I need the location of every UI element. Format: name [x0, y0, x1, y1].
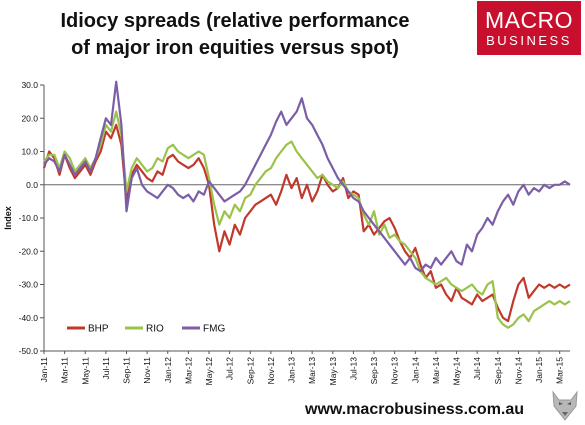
y-tick-label: -20.0	[19, 246, 39, 256]
x-tick-label: Nov-14	[513, 357, 523, 385]
legend-label-fmg: FMG	[203, 324, 225, 335]
x-tick-label: Sep-11	[122, 357, 132, 384]
y-tick-label: 0.0	[26, 180, 38, 190]
chart-series	[42, 80, 571, 329]
x-tick-label: Jul-12	[225, 357, 235, 380]
logo-text-macro: MACRO	[484, 7, 574, 33]
x-tick-label: Sep-12	[245, 357, 255, 385]
x-tick-label: Sep-14	[493, 357, 503, 385]
series-line-bhp	[42, 123, 571, 323]
legend-label-rio: RIO	[146, 324, 164, 335]
x-tick-label: Jan-15	[534, 357, 544, 383]
x-tick-label: Jan-13	[287, 357, 297, 383]
x-tick-label: Jan-12	[163, 357, 173, 383]
chart-title-line-2: of major iron equities versus spot)	[71, 37, 399, 59]
chart-title: Idiocy spreads (relative performance of …	[0, 8, 470, 62]
x-tick-label: Mar-12	[183, 357, 193, 384]
chart-title-line-1: Idiocy spreads (relative performance	[60, 10, 410, 32]
x-tick-label: Jul-11	[101, 357, 111, 380]
x-tick-label: Nov-11	[142, 357, 152, 384]
x-tick-label: May-14	[452, 357, 462, 386]
y-tick-label: 30.0	[21, 80, 38, 90]
x-tick-label: Nov-13	[390, 357, 400, 385]
x-tick-label: Mar-13	[307, 357, 317, 384]
logo-text-business: BUSINESS	[486, 33, 572, 48]
series-line-rio	[43, 110, 571, 329]
wolf-mascot-icon	[552, 390, 578, 421]
x-tick-label: Nov-12	[266, 357, 276, 385]
x-tick-label: Jan-14	[410, 357, 420, 383]
chart-legend: BHP RIO FMG	[67, 324, 225, 335]
y-tick-label: -40.0	[19, 313, 39, 323]
x-tick-label: Jul-14	[472, 357, 482, 380]
x-tick-label: Sep-13	[369, 357, 379, 385]
x-tick-label: May-11	[80, 357, 90, 385]
x-tick-label: Jan-11	[39, 357, 49, 383]
y-tick-label: -30.0	[19, 280, 39, 290]
x-tick-label: Mar-11	[60, 357, 70, 384]
x-tick-label: May-12	[204, 357, 214, 386]
y-tick-label: -50.0	[19, 346, 39, 356]
series-line-fmg	[43, 80, 571, 273]
y-axis-title: Index	[3, 206, 13, 230]
y-tick-label: 20.0	[21, 113, 38, 123]
footer-url: www.macrobusiness.com.au	[305, 401, 525, 418]
x-tick-label: Mar-14	[431, 357, 441, 384]
x-tick-label: Jul-13	[348, 357, 358, 380]
x-tick-label: May-13	[328, 357, 338, 386]
macrobusiness-logo: MACRO BUSINESS	[477, 1, 581, 55]
x-tick-label: Mar-15	[555, 357, 565, 384]
y-tick-label: 10.0	[21, 147, 38, 157]
legend-label-bhp: BHP	[88, 324, 109, 335]
y-tick-label: -10.0	[19, 213, 39, 223]
